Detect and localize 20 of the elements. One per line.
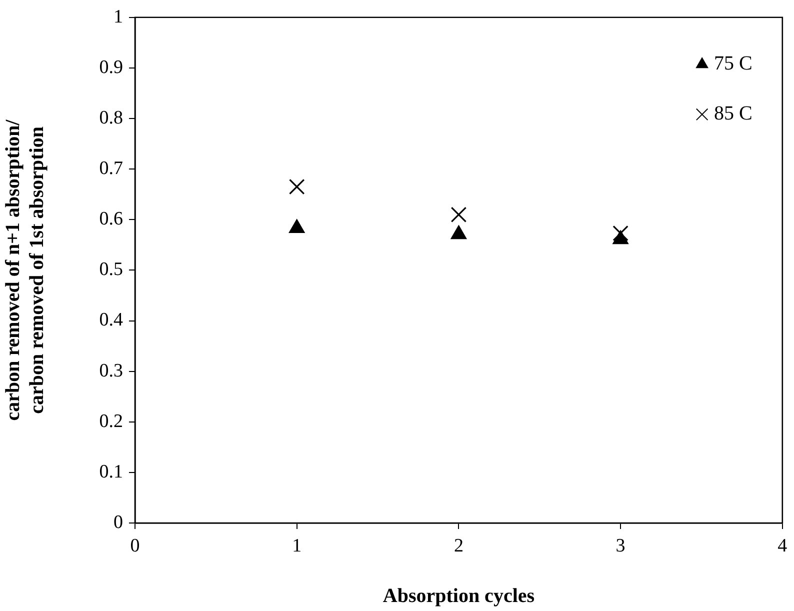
y-tick-label: 0	[114, 512, 123, 533]
y-axis-title: carbon removed of n+1 absorption/ carbon removed of 1st absorption	[2, 119, 48, 421]
x-tick-label: 1	[292, 535, 302, 556]
y-tick-label: 0.6	[99, 208, 123, 230]
x-axis-title: Absorption cycles	[382, 585, 535, 608]
y-tick-label: 0.2	[99, 410, 123, 432]
y-tick-label: 0.7	[99, 158, 123, 180]
x-tick-label: 4	[778, 535, 788, 556]
y-tick-label: 0.3	[99, 360, 123, 382]
legend-label: 75 C	[714, 52, 752, 75]
legend-label: 85 C	[714, 102, 752, 125]
y-tick-label: 1	[114, 6, 123, 28]
y-tick-label: 0.8	[99, 108, 123, 129]
x-tick-label: 3	[616, 535, 626, 556]
y-tick-label: 0.9	[99, 56, 123, 78]
y-tick-label: 0.1	[99, 461, 123, 482]
y-tick-label: 0.4	[99, 310, 124, 331]
x-tick-label: 2	[454, 535, 464, 556]
y-tick-label: 0.5	[99, 259, 123, 280]
x-tick-label: 0	[130, 535, 140, 556]
